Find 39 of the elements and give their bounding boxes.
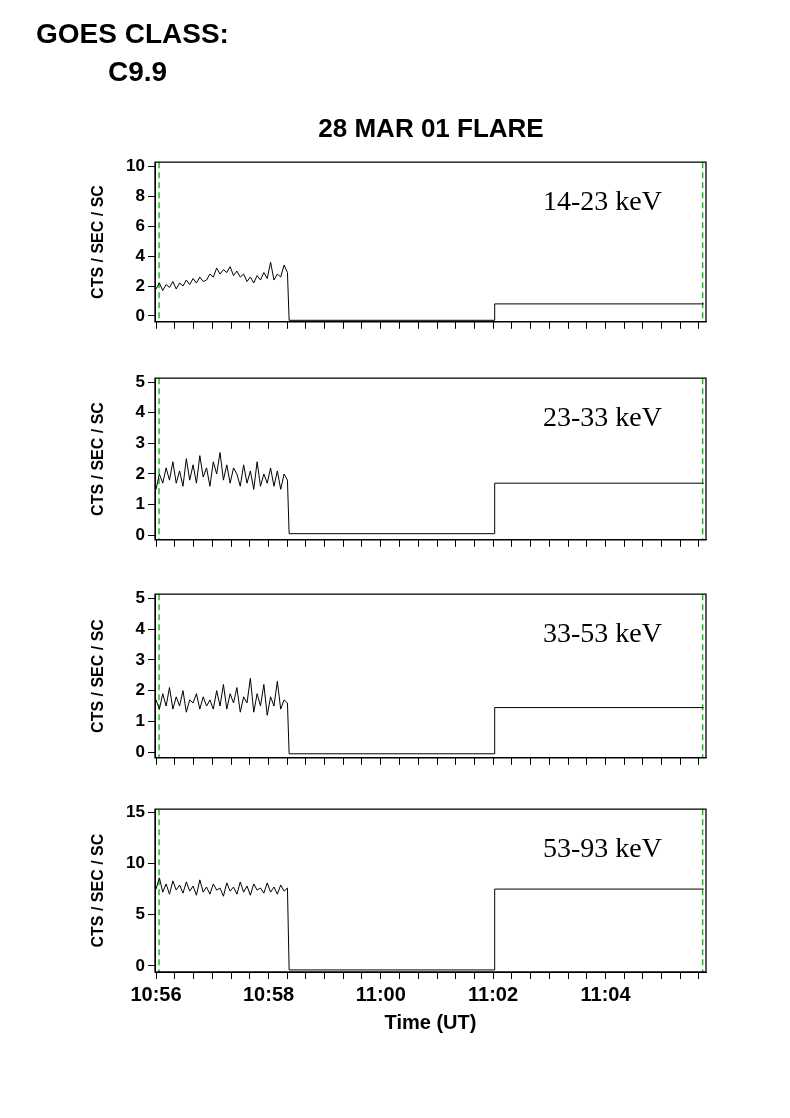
y-tick-label: 4 [135, 618, 146, 638]
y-tick-label: 3 [135, 649, 145, 669]
y-tick-label: 6 [135, 216, 145, 236]
y-tick-label: 10 [126, 853, 145, 873]
x-axis-title: Time (UT) [384, 1010, 477, 1033]
y-tick-label: 4 [135, 402, 146, 422]
y-tick-label: 0 [135, 741, 145, 761]
annotation: 33-53 keV [543, 616, 662, 648]
text: GOES CLASS: [36, 18, 229, 50]
text: C9.9 [108, 56, 168, 88]
x-tick-label: 11:04 [580, 982, 632, 1005]
y-tick-label: 2 [135, 275, 145, 295]
annotation: 23-33 keV [543, 400, 662, 432]
annotation: 14-23 keV [543, 184, 662, 216]
chart-title: 28 MAR 01 FLARE [318, 113, 544, 144]
x-tick-label: 11:02 [467, 982, 519, 1005]
x-tick-label: 10:56 [130, 982, 182, 1005]
y-axis-title: CTS / SEC / SC [89, 184, 107, 299]
y-axis-title: CTS / SEC / SC [89, 833, 107, 948]
y-tick-label: 4 [135, 245, 146, 265]
y-tick-label: 0 [135, 524, 145, 544]
y-tick-label: 10 [126, 156, 145, 176]
y-tick-label: 0 [135, 955, 145, 975]
x-tick-label: 11:00 [355, 982, 406, 1005]
y-tick-label: 5 [135, 904, 145, 924]
y-axis-title: CTS / SEC / SC [89, 401, 107, 516]
annotation: 53-93 keV [543, 831, 662, 863]
y-tick-label: 8 [135, 186, 145, 206]
y-tick-label: 2 [135, 463, 145, 483]
y-axis-title: CTS / SEC / SC [89, 618, 107, 733]
y-tick-label: 1 [135, 494, 145, 514]
y-tick-label: 3 [135, 433, 145, 453]
y-tick-label: 0 [135, 305, 145, 325]
y-tick-label: 2 [135, 680, 145, 700]
y-tick-label: 5 [135, 587, 145, 607]
y-tick-label: 1 [135, 711, 145, 731]
y-tick-label: 5 [135, 371, 145, 391]
x-tick-label: 10:58 [242, 982, 295, 1005]
y-tick-label: 15 [126, 801, 145, 821]
